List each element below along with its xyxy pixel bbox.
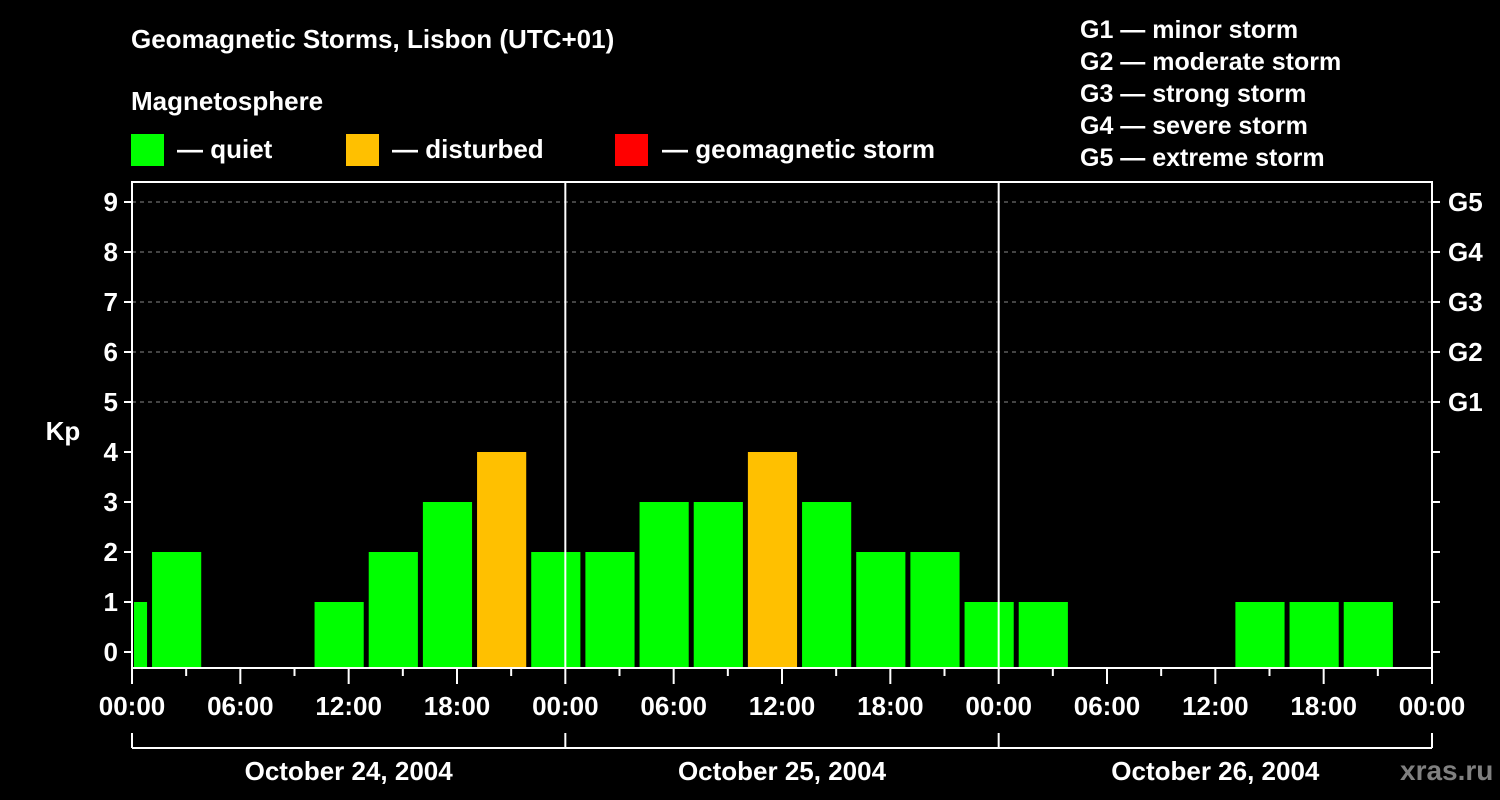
chart-subtitle: Magnetosphere (131, 86, 324, 116)
y-tick-label: 7 (104, 287, 118, 317)
legend-label-disturbed: — disturbed (392, 134, 544, 164)
kp-bar (134, 602, 148, 668)
legend-label-storm: — geomagnetic storm (662, 134, 936, 164)
x-tick-label: 12:00 (315, 691, 382, 721)
x-tick-label: 12:00 (749, 691, 816, 721)
kp-bar (368, 552, 418, 668)
y-tick-label: 9 (104, 187, 118, 217)
g-scale-item: G4 — severe storm (1080, 112, 1308, 140)
x-tick-label: 12:00 (1182, 691, 1249, 721)
kp-bar (531, 552, 581, 668)
x-tick-label: 18:00 (424, 691, 491, 721)
kp-bar (639, 502, 689, 668)
y-tick-label: 0 (104, 637, 118, 667)
chart-title: Geomagnetic Storms, Lisbon (UTC+01) (131, 24, 615, 54)
x-tick-label: 06:00 (1074, 691, 1141, 721)
kp-bar (910, 552, 960, 668)
day-label: October 25, 2004 (678, 756, 887, 786)
x-tick-label: 06:00 (640, 691, 707, 721)
x-tick-label: 18:00 (1290, 691, 1357, 721)
x-tick-label: 06:00 (207, 691, 274, 721)
g-scale-item: G3 — strong storm (1080, 80, 1307, 108)
x-tick-label: 00:00 (1399, 691, 1466, 721)
kp-bar (964, 602, 1014, 668)
x-tick-label: 00:00 (532, 691, 599, 721)
y-tick-label: 2 (104, 537, 118, 567)
g-scale-item: G1 — minor storm (1080, 16, 1299, 44)
day-label: October 26, 2004 (1111, 756, 1320, 786)
kp-bar (856, 552, 906, 668)
g-scale-item: G5 — extreme storm (1080, 144, 1325, 172)
g-scale-item: G2 — moderate storm (1080, 48, 1342, 76)
kp-bar (693, 502, 743, 668)
kp-bar (1289, 602, 1339, 668)
watermark: xras.ru (1400, 755, 1494, 786)
kp-bar (802, 502, 852, 668)
y-axis-label: Kp (46, 416, 81, 446)
legend-swatch-quiet (131, 134, 164, 166)
y-tick-label: 3 (104, 487, 118, 517)
g-level-label: G1 (1448, 387, 1483, 417)
x-tick-label: 18:00 (857, 691, 924, 721)
kp-bar (1343, 602, 1393, 668)
day-label: October 24, 2004 (245, 756, 454, 786)
legend-swatch-storm (615, 134, 648, 166)
g-level-label: G5 (1448, 187, 1483, 217)
kp-bar (477, 452, 527, 668)
x-tick-label: 00:00 (965, 691, 1032, 721)
kp-bar (1018, 602, 1068, 668)
g-scale-legend: G1 — minor storm G2 — moderate storm G3 … (1080, 14, 1341, 174)
kp-bar (1235, 602, 1285, 668)
g-level-label: G2 (1448, 337, 1483, 367)
kp-bar (747, 452, 798, 668)
kp-bar (585, 552, 635, 668)
kp-bar (314, 602, 364, 668)
kp-bar (422, 502, 473, 668)
g-level-label: G3 (1448, 287, 1483, 317)
x-tick-label: 00:00 (99, 691, 166, 721)
y-tick-label: 6 (104, 337, 118, 367)
g-level-label: G4 (1448, 237, 1483, 267)
kp-bar (152, 552, 202, 668)
y-tick-label: 5 (104, 387, 118, 417)
y-tick-label: 1 (104, 587, 118, 617)
legend-label-quiet: — quiet (177, 134, 273, 164)
y-tick-label: 8 (104, 237, 118, 267)
legend-swatch-disturbed (346, 134, 379, 166)
y-tick-label: 4 (104, 437, 119, 467)
